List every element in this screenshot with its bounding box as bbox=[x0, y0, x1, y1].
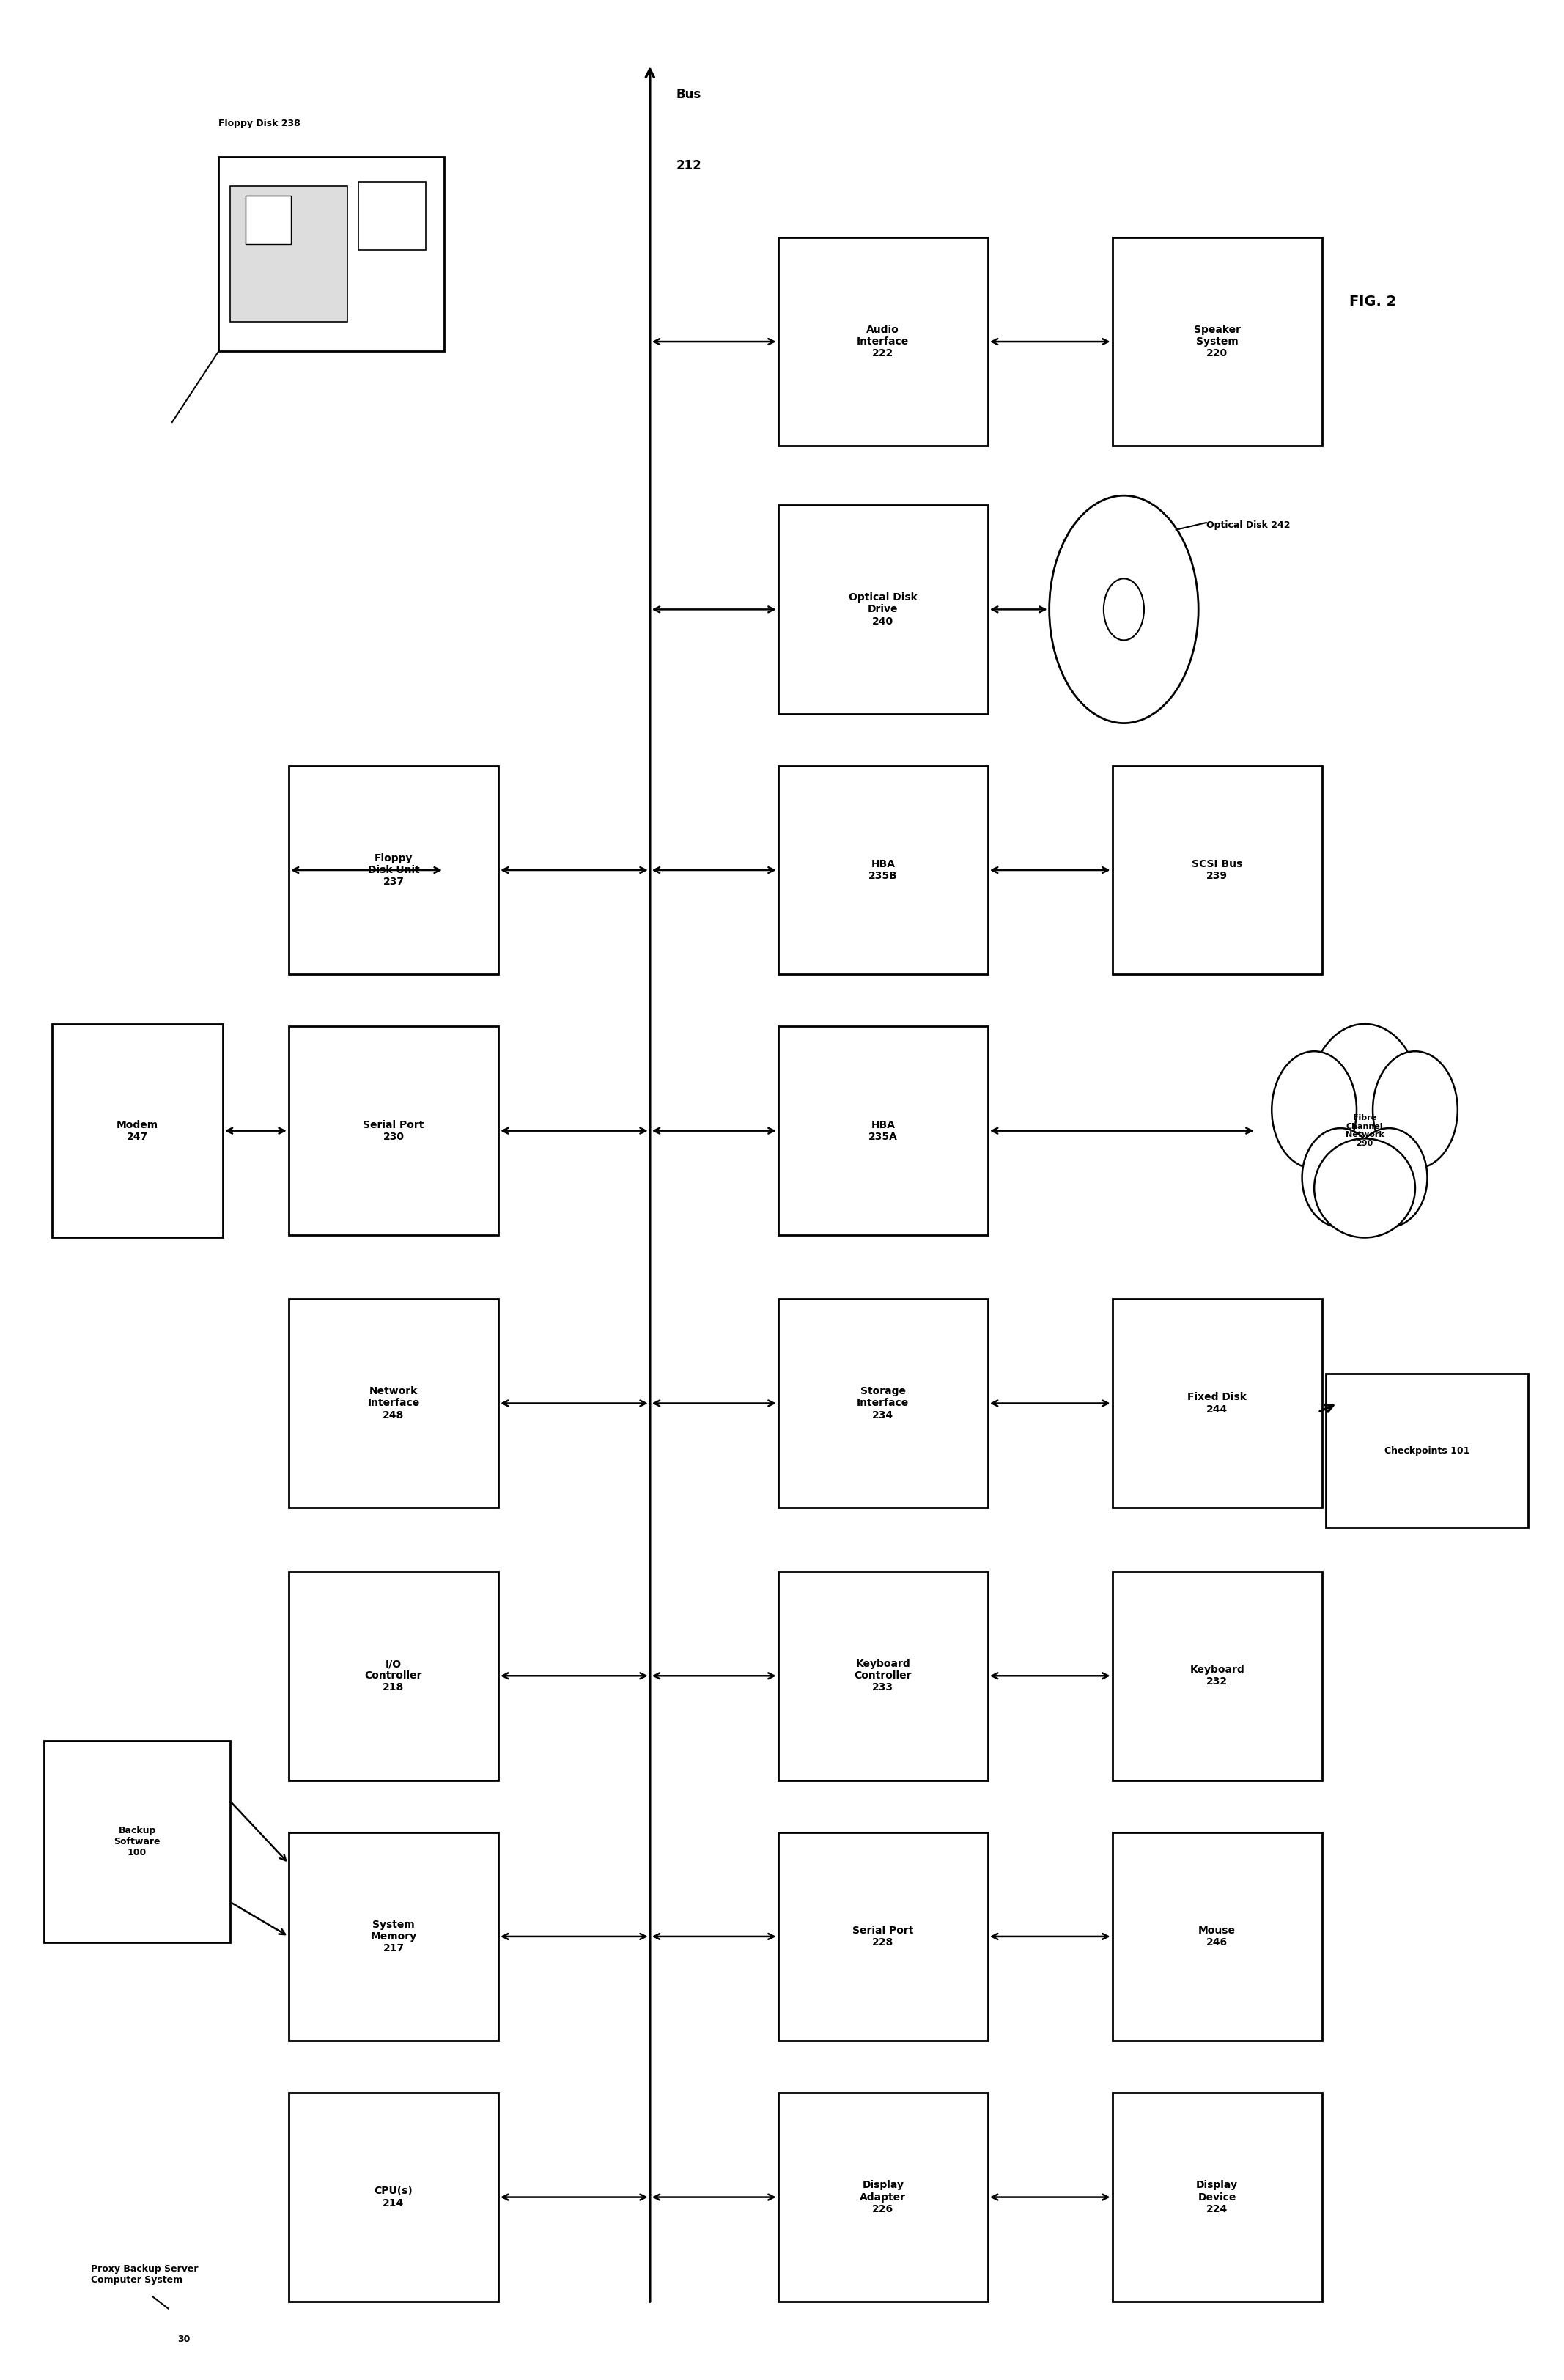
Text: Fixed Disk
244: Fixed Disk 244 bbox=[1187, 1392, 1247, 1414]
Bar bbox=[1112, 238, 1322, 445]
Bar bbox=[289, 1026, 499, 1235]
Bar bbox=[289, 1299, 499, 1507]
Text: Display
Adapter
226: Display Adapter 226 bbox=[860, 2180, 906, 2213]
Bar bbox=[779, 766, 988, 973]
Bar bbox=[230, 186, 347, 321]
Circle shape bbox=[1104, 578, 1143, 640]
Ellipse shape bbox=[1314, 1138, 1415, 1238]
Bar bbox=[289, 1571, 499, 1780]
Ellipse shape bbox=[1272, 1052, 1356, 1169]
Bar bbox=[1112, 2092, 1322, 2301]
Bar bbox=[779, 505, 988, 714]
Text: Modem
247: Modem 247 bbox=[116, 1119, 158, 1142]
Bar bbox=[779, 1833, 988, 2040]
Text: Floppy
Disk Unit
237: Floppy Disk Unit 237 bbox=[368, 852, 419, 888]
Text: Optical Disk
Drive
240: Optical Disk Drive 240 bbox=[849, 593, 918, 626]
Ellipse shape bbox=[1351, 1128, 1428, 1228]
Bar bbox=[779, 1571, 988, 1780]
Text: Proxy Backup Server
Computer System: Proxy Backup Server Computer System bbox=[91, 2263, 199, 2285]
Bar bbox=[779, 238, 988, 445]
Bar bbox=[1112, 1833, 1322, 2040]
Text: Floppy Disk 238: Floppy Disk 238 bbox=[219, 119, 300, 129]
Bar bbox=[246, 195, 291, 245]
Text: System
Memory
217: System Memory 217 bbox=[371, 1921, 416, 1954]
Bar bbox=[779, 1299, 988, 1507]
Bar bbox=[779, 2092, 988, 2301]
Bar bbox=[1112, 1571, 1322, 1780]
Text: Network
Interface
248: Network Interface 248 bbox=[368, 1385, 419, 1421]
Text: Bus: Bus bbox=[676, 88, 701, 102]
Text: CPU(s)
214: CPU(s) 214 bbox=[374, 2187, 413, 2209]
Text: HBA
235B: HBA 235B bbox=[868, 859, 898, 881]
Text: Storage
Interface
234: Storage Interface 234 bbox=[857, 1385, 909, 1421]
Text: Optical Disk 242: Optical Disk 242 bbox=[1206, 521, 1290, 531]
Ellipse shape bbox=[1373, 1052, 1458, 1169]
Bar bbox=[1112, 766, 1322, 973]
Bar bbox=[219, 157, 444, 352]
Bar bbox=[1112, 1299, 1322, 1507]
Text: 212: 212 bbox=[676, 159, 702, 171]
Text: 30: 30 bbox=[177, 2335, 191, 2344]
Bar bbox=[52, 1023, 222, 1238]
Circle shape bbox=[1049, 495, 1198, 724]
Text: SCSI Bus
239: SCSI Bus 239 bbox=[1192, 859, 1242, 881]
Text: Backup
Software
100: Backup Software 100 bbox=[114, 1825, 161, 1856]
Ellipse shape bbox=[1303, 1128, 1379, 1228]
Bar bbox=[1326, 1373, 1528, 1528]
Text: Keyboard
Controller
233: Keyboard Controller 233 bbox=[854, 1659, 912, 1692]
Text: Fibre
Channel
Network
290: Fibre Channel Network 290 bbox=[1345, 1114, 1384, 1147]
Bar bbox=[358, 181, 425, 250]
Text: Audio
Interface
222: Audio Interface 222 bbox=[857, 324, 909, 359]
Bar bbox=[289, 2092, 499, 2301]
Text: HBA
235A: HBA 235A bbox=[868, 1119, 898, 1142]
Text: Serial Port
228: Serial Port 228 bbox=[852, 1925, 913, 1947]
Text: Serial Port
230: Serial Port 230 bbox=[363, 1119, 424, 1142]
Text: I/O
Controller
218: I/O Controller 218 bbox=[364, 1659, 422, 1692]
Bar bbox=[779, 1026, 988, 1235]
Text: Mouse
246: Mouse 246 bbox=[1198, 1925, 1236, 1947]
Bar bbox=[289, 766, 499, 973]
Bar bbox=[44, 1742, 230, 1942]
Ellipse shape bbox=[1309, 1023, 1420, 1176]
Text: Checkpoints 101: Checkpoints 101 bbox=[1384, 1447, 1470, 1457]
Text: FIG. 2: FIG. 2 bbox=[1348, 295, 1397, 309]
Bar bbox=[289, 1833, 499, 2040]
Text: Speaker
System
220: Speaker System 220 bbox=[1193, 324, 1240, 359]
Text: Display
Device
224: Display Device 224 bbox=[1196, 2180, 1239, 2213]
Text: Keyboard
232: Keyboard 232 bbox=[1190, 1664, 1245, 1687]
